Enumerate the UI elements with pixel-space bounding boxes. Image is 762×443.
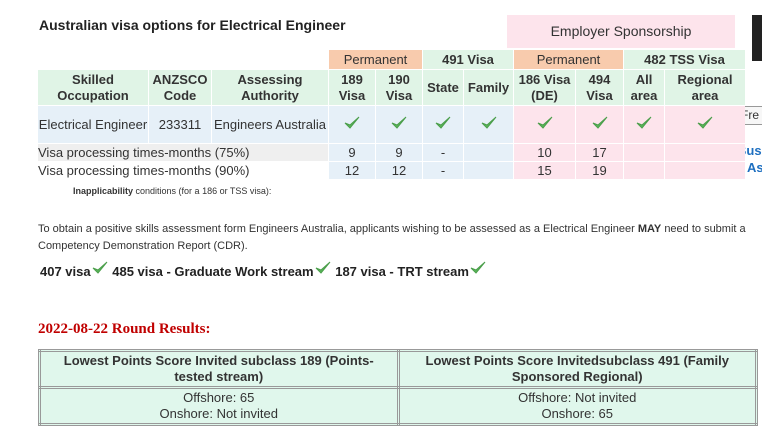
check-icon bbox=[469, 260, 487, 276]
check-path bbox=[315, 261, 330, 274]
results-table: Lowest Points Score Invited subclass 189… bbox=[38, 349, 758, 426]
results-cell: Offshore: 65 Onshore: Not invited bbox=[38, 386, 400, 426]
column-header: 190 Visa bbox=[376, 70, 422, 105]
check-path bbox=[592, 116, 607, 129]
check-mark bbox=[592, 116, 607, 129]
cell: Electrical Engineer bbox=[38, 106, 148, 143]
column-header: All area bbox=[624, 70, 664, 105]
cell: - bbox=[423, 162, 463, 179]
visa-table: Permanent 491 Visa Permanent 482 TSS Vis… bbox=[37, 49, 746, 180]
text: Onshore: 65 bbox=[541, 406, 614, 421]
cell: 12 bbox=[329, 162, 375, 179]
row-label: Visa processing times-months (90%) bbox=[38, 162, 250, 178]
check-path bbox=[537, 116, 552, 129]
text: Offshore: Not invited bbox=[518, 390, 637, 405]
cell: 10 bbox=[514, 144, 575, 161]
group-header: Permanent bbox=[514, 50, 623, 69]
text: To obtain a positive skills assessment f… bbox=[38, 223, 635, 235]
cell: 9 bbox=[376, 144, 422, 161]
column-header: Assessing Authority bbox=[212, 70, 328, 105]
bold-text: MAY bbox=[637, 223, 662, 235]
check-icon bbox=[390, 115, 408, 131]
check-mark bbox=[697, 116, 713, 129]
column-header: 494 Visa bbox=[576, 70, 623, 105]
sponsorship-header: Employer Sponsorship bbox=[507, 15, 735, 48]
results-header: Lowest Points Score Invited subclass 189… bbox=[38, 349, 400, 389]
side-link[interactable]: As bbox=[747, 160, 762, 175]
check-mark bbox=[344, 116, 360, 129]
column-header: ANZSCO Code bbox=[149, 70, 211, 105]
column-header: 186 Visa (DE) bbox=[514, 70, 575, 105]
cell: 9 bbox=[329, 144, 375, 161]
cell: Engineers Australia bbox=[212, 106, 328, 143]
check-icon bbox=[314, 260, 332, 276]
check-path bbox=[435, 116, 451, 129]
check-icon bbox=[591, 115, 609, 131]
column-header: 189 Visa bbox=[329, 70, 375, 105]
check-icon bbox=[480, 115, 498, 131]
check-mark bbox=[391, 116, 407, 129]
cdr-note: To obtain a positive skills assessment f… bbox=[38, 221, 748, 255]
group-header: 491 Visa bbox=[423, 50, 513, 69]
cell: 12 bbox=[376, 162, 422, 179]
check-path bbox=[697, 116, 713, 129]
visa-item: 187 visa - TRT stream bbox=[335, 264, 469, 279]
check-icon bbox=[536, 115, 554, 131]
side-icon[interactable] bbox=[752, 15, 762, 61]
results-cell: Offshore: Not invited Onshore: 65 bbox=[396, 386, 758, 426]
check-mark bbox=[636, 116, 652, 129]
check-mark bbox=[481, 116, 496, 129]
check-path bbox=[344, 116, 360, 129]
column-header: Regional area bbox=[665, 70, 745, 105]
check-path bbox=[92, 261, 107, 274]
group-header: 482 TSS Visa bbox=[624, 50, 745, 69]
other-visas: 407 visa 485 visa - Graduate Work stream… bbox=[40, 260, 487, 279]
cell: 233311 bbox=[149, 106, 211, 143]
check-mark bbox=[315, 261, 330, 274]
check-path bbox=[391, 116, 407, 129]
column-header: State bbox=[423, 70, 463, 105]
check-icon bbox=[696, 115, 714, 131]
results-header: Lowest Points Score Invitedsubclass 491 … bbox=[396, 349, 758, 389]
column-header: Family bbox=[464, 70, 513, 105]
text: Offshore: 65 bbox=[183, 390, 255, 405]
text: Onshore: Not invited bbox=[159, 406, 278, 421]
cell: - bbox=[423, 144, 463, 161]
check-icon bbox=[434, 115, 452, 131]
inapplicability-note: Inapplicability conditions (for a 186 or… bbox=[73, 186, 271, 196]
text: conditions (for a 186 or TSS visa): bbox=[135, 186, 272, 196]
check-icon bbox=[343, 115, 361, 131]
row-label: Visa processing times-months (75%) bbox=[38, 144, 328, 161]
cell: 15 bbox=[514, 162, 575, 179]
check-path bbox=[481, 116, 496, 129]
round-title: 2022-08-22 Round Results: bbox=[38, 321, 211, 337]
cell: 19 bbox=[576, 162, 623, 179]
check-mark bbox=[470, 261, 486, 274]
check-path bbox=[636, 116, 652, 129]
bold-text: Inapplicability bbox=[73, 186, 134, 196]
visa-item: 485 visa - Graduate Work stream bbox=[112, 264, 314, 279]
group-header: Permanent bbox=[329, 50, 422, 69]
page-title: Australian visa options for Electrical E… bbox=[39, 17, 346, 33]
visa-item: 407 visa bbox=[40, 264, 91, 279]
check-icon bbox=[635, 115, 653, 131]
check-mark bbox=[92, 261, 107, 274]
text: need to submit a Competency Demonstratio… bbox=[38, 223, 746, 252]
check-mark bbox=[537, 116, 552, 129]
check-path bbox=[470, 261, 486, 274]
column-header: Skilled Occupation bbox=[38, 70, 148, 105]
cell: 17 bbox=[576, 144, 623, 161]
check-icon bbox=[91, 260, 109, 276]
check-mark bbox=[435, 116, 451, 129]
